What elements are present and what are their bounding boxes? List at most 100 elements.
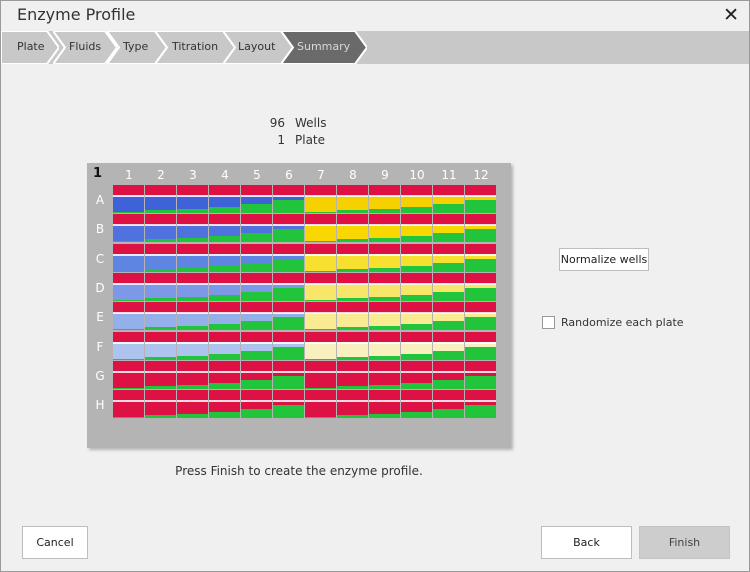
plate-well[interactable] xyxy=(337,302,368,331)
plate-well[interactable] xyxy=(177,185,208,213)
plate-well[interactable] xyxy=(145,302,176,331)
plate-well[interactable] xyxy=(337,331,368,360)
plate-well[interactable] xyxy=(305,185,336,213)
plate-well[interactable] xyxy=(113,302,144,331)
plate-well[interactable] xyxy=(113,185,144,213)
plate-well[interactable] xyxy=(209,302,240,331)
plate-well[interactable] xyxy=(145,390,176,419)
plate-well[interactable] xyxy=(369,302,400,331)
step-type[interactable]: Type xyxy=(107,31,167,64)
plate-well[interactable] xyxy=(177,360,208,389)
plate-well[interactable] xyxy=(273,243,304,272)
plate-well[interactable] xyxy=(241,243,272,272)
plate-well[interactable] xyxy=(145,243,176,272)
finish-button[interactable]: Finish xyxy=(639,526,730,559)
plate-well[interactable] xyxy=(369,390,400,419)
plate-well[interactable] xyxy=(337,185,368,213)
plate-well[interactable] xyxy=(241,272,272,301)
plate-well[interactable] xyxy=(401,302,432,331)
plate-well[interactable] xyxy=(401,185,432,213)
plate-well[interactable] xyxy=(305,360,336,389)
plate-well[interactable] xyxy=(369,185,400,213)
plate-well[interactable] xyxy=(465,214,496,243)
plate-well[interactable] xyxy=(113,390,144,419)
plate-well[interactable] xyxy=(241,331,272,360)
plate-well[interactable] xyxy=(305,302,336,331)
plate-well[interactable] xyxy=(273,302,304,331)
plate-well[interactable] xyxy=(337,360,368,389)
plate-well[interactable] xyxy=(145,331,176,360)
plate-well[interactable] xyxy=(273,390,304,419)
back-button[interactable]: Back xyxy=(541,526,632,559)
step-layout[interactable]: Layout xyxy=(223,31,293,64)
plate-well[interactable] xyxy=(113,243,144,272)
plate-well[interactable] xyxy=(465,272,496,301)
plate-well[interactable] xyxy=(337,243,368,272)
plate-well[interactable] xyxy=(433,390,464,419)
normalize-wells-button[interactable]: Normalize wells xyxy=(559,248,649,271)
plate-well[interactable] xyxy=(465,331,496,360)
plate-well[interactable] xyxy=(305,331,336,360)
step-summary[interactable]: Summary xyxy=(281,31,367,64)
plate-well[interactable] xyxy=(401,390,432,419)
plate-well[interactable] xyxy=(209,185,240,213)
plate-well[interactable] xyxy=(433,185,464,213)
plate-well[interactable] xyxy=(273,272,304,301)
plate-well[interactable] xyxy=(337,390,368,419)
plate-well[interactable] xyxy=(209,214,240,243)
plate-well[interactable] xyxy=(337,214,368,243)
plate-well[interactable] xyxy=(401,331,432,360)
plate-well[interactable] xyxy=(465,360,496,389)
plate-well[interactable] xyxy=(113,272,144,301)
step-titration[interactable]: Titration xyxy=(155,31,237,64)
plate-well[interactable] xyxy=(401,214,432,243)
plate-well[interactable] xyxy=(241,360,272,389)
cancel-button[interactable]: Cancel xyxy=(22,526,88,559)
plate-well[interactable] xyxy=(369,272,400,301)
plate-well[interactable] xyxy=(113,331,144,360)
plate-well[interactable] xyxy=(177,214,208,243)
plate-well[interactable] xyxy=(465,185,496,213)
step-fluids[interactable]: Fluids xyxy=(53,31,117,64)
plate-well[interactable] xyxy=(241,185,272,213)
plate-well[interactable] xyxy=(433,360,464,389)
plate-well[interactable] xyxy=(433,331,464,360)
plate-well[interactable] xyxy=(433,214,464,243)
plate-well[interactable] xyxy=(433,272,464,301)
plate-well[interactable] xyxy=(401,360,432,389)
plate-well[interactable] xyxy=(113,360,144,389)
plate-well[interactable] xyxy=(273,185,304,213)
plate-well[interactable] xyxy=(401,243,432,272)
plate-well[interactable] xyxy=(177,302,208,331)
plate-well[interactable] xyxy=(369,214,400,243)
step-plate[interactable]: Plate xyxy=(1,31,59,64)
plate-well[interactable] xyxy=(305,390,336,419)
plate-well[interactable] xyxy=(209,331,240,360)
plate-well[interactable] xyxy=(337,272,368,301)
plate-well[interactable] xyxy=(177,390,208,419)
plate-well[interactable] xyxy=(145,185,176,213)
plate-well[interactable] xyxy=(433,302,464,331)
plate-well[interactable] xyxy=(177,331,208,360)
plate-well[interactable] xyxy=(241,302,272,331)
plate-well[interactable] xyxy=(273,360,304,389)
plate-well[interactable] xyxy=(209,390,240,419)
plate-well[interactable] xyxy=(209,360,240,389)
plate-well[interactable] xyxy=(177,272,208,301)
plate-well[interactable] xyxy=(113,214,144,243)
plate-well[interactable] xyxy=(305,214,336,243)
plate-well[interactable] xyxy=(433,243,464,272)
plate-well[interactable] xyxy=(273,331,304,360)
plate-well[interactable] xyxy=(145,272,176,301)
plate-well[interactable] xyxy=(465,302,496,331)
plate-well[interactable] xyxy=(209,272,240,301)
plate-well[interactable] xyxy=(369,243,400,272)
plate-well[interactable] xyxy=(241,214,272,243)
plate-well[interactable] xyxy=(465,390,496,419)
plate-well[interactable] xyxy=(209,243,240,272)
plate-well[interactable] xyxy=(145,214,176,243)
plate-well[interactable] xyxy=(241,390,272,419)
plate-well[interactable] xyxy=(369,360,400,389)
plate-well[interactable] xyxy=(177,243,208,272)
plate-well[interactable] xyxy=(145,360,176,389)
